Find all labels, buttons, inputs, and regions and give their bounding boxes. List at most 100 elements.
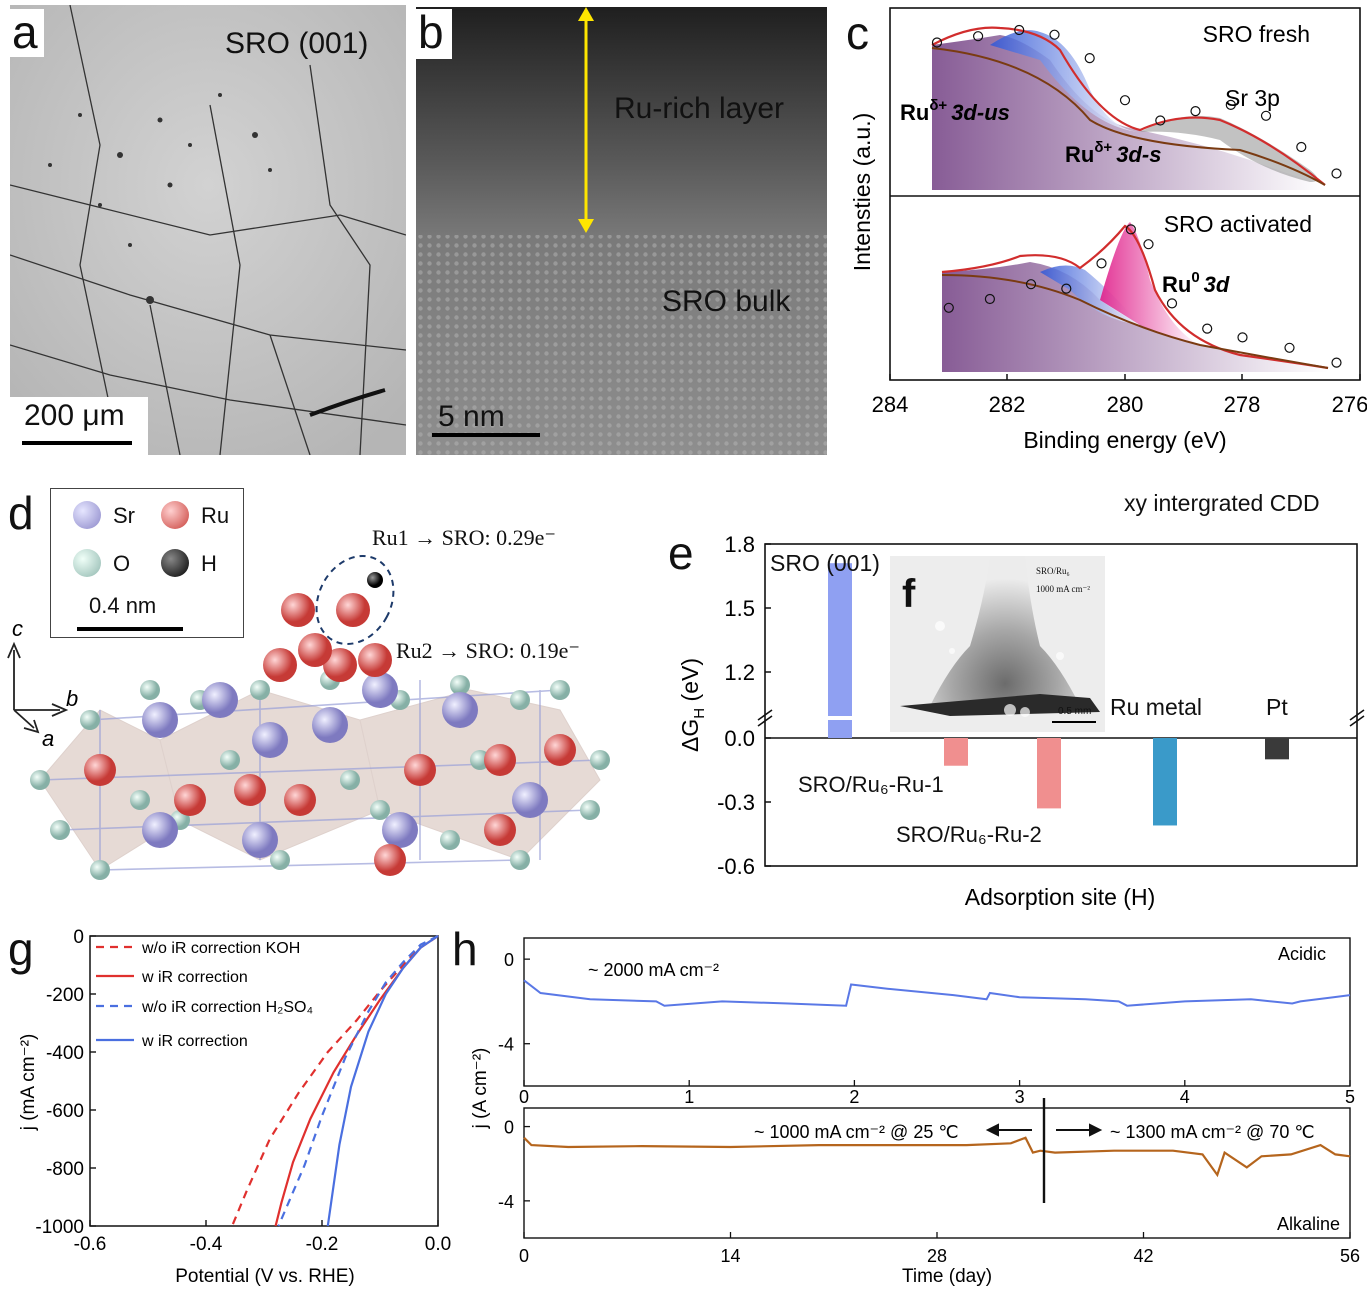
xps-point: [1014, 24, 1025, 36]
xps-point: [1202, 323, 1213, 334]
g-xtick-label: -0.6: [74, 1234, 107, 1255]
g-ytick-label: -800: [46, 1159, 84, 1180]
panel-d-legend-box: Sr Ru O H 0.4 nm: [50, 488, 244, 638]
axis-break-marks: [757, 709, 1365, 727]
panel-c-xtick-0: 284: [872, 392, 909, 417]
panel-c-xtick-2: 280: [1107, 392, 1144, 417]
atom-ru: [484, 744, 516, 776]
xps-point: [1190, 105, 1201, 117]
e-ytick-label: 1.5: [724, 596, 755, 621]
xps-point: [1084, 52, 1095, 64]
bubble-photo: [890, 556, 1105, 732]
atom-ru: [281, 593, 315, 627]
atom-sr: [442, 692, 478, 728]
xps-point: [1225, 99, 1236, 111]
panel-e-yticks: 1.8 1.5 1.2 0.0 -0.3 -0.6: [717, 532, 771, 879]
g-xtick-label: -0.4: [190, 1234, 223, 1255]
axis-b-label: b: [66, 686, 78, 711]
atom-o: [550, 680, 570, 700]
panel-d-letter: d: [8, 487, 34, 539]
xps-point: [1296, 141, 1307, 153]
h-top-xtick-label: 3: [1015, 1087, 1025, 1107]
atom-ru: [323, 648, 357, 682]
xps-point: [1143, 239, 1154, 250]
panel-f-letter: f: [902, 572, 916, 616]
panel-c-xlabel: Binding energy (eV): [1023, 427, 1226, 453]
atom-o: [30, 770, 50, 790]
panel-f-caption-1: SRO/Ru₆: [1036, 566, 1070, 576]
h-top-xtick-label: 1: [684, 1087, 694, 1107]
atom-o: [220, 750, 240, 770]
label-ru2: SRO/Ru₆-Ru-2: [896, 822, 1042, 847]
e-bar: [828, 563, 852, 738]
atom-o: [440, 830, 460, 850]
panel-g-lines: [231, 935, 439, 1227]
atom-sr: [362, 672, 398, 708]
panel-h-top-frame: [523, 937, 1351, 1087]
label-sro001: SRO (001): [770, 550, 880, 576]
panel-a-scalebar-box: 200 μm: [10, 397, 148, 455]
g-legend-label: w iR correction: [141, 969, 248, 986]
xps-point: [1260, 110, 1272, 121]
panel-c-ru0-label: Ru0 3d: [1162, 269, 1230, 297]
panel-g-frame: [89, 935, 439, 1227]
panel-h-acidic: Acidic: [1278, 944, 1326, 964]
xps-point: [1061, 283, 1072, 294]
xps-point: [1096, 258, 1107, 269]
e-ytick-label: 1.2: [724, 660, 755, 685]
xps-activated-fills: [941, 222, 1329, 372]
xps-point: [1237, 332, 1248, 343]
panel-g-letter: g: [8, 923, 34, 975]
micrograph-b: [416, 7, 827, 455]
panel-b-letter: b: [416, 9, 452, 59]
xps-point: [973, 31, 984, 42]
panel-e-bars: [826, 563, 1289, 826]
g-ytick-label: -600: [46, 1101, 84, 1122]
g-xtick-label: 0.0: [425, 1234, 451, 1255]
atom-o: [50, 820, 70, 840]
panel-e-header: xy intergrated CDD: [1124, 490, 1320, 516]
panel-g-chart: -0.6 -0.4 -0.2 0.0 0 -200 -400 -600 -800 -1000 w/…: [18, 927, 451, 1287]
atom-o: [140, 680, 160, 700]
panel-f-scalebar-label: 0.5 mm: [1058, 706, 1092, 717]
h-bottom-xtick-label: 56: [1340, 1246, 1360, 1266]
e-ytick-label: 0.0: [724, 726, 755, 751]
atom-ru: [284, 784, 316, 816]
atom-o: [80, 710, 100, 730]
g-ytick-label: 0: [73, 927, 84, 948]
panel-h-lines: [523, 979, 1351, 1178]
panel-h-ticks: 0 1 2 3 4 5 0 14 28 42 56 0 -4 0 -4: [498, 950, 1360, 1266]
xps-point: [1166, 298, 1178, 309]
panel-d-scalebar: [77, 627, 183, 631]
panel-g-legend: w/o iR correction KOH w iR correction w/o …: [96, 940, 313, 1050]
crystal-structure: c b a: [7, 555, 610, 880]
panel-h-letter: h: [452, 923, 478, 975]
panel-c-xtick-1: 282: [989, 392, 1026, 417]
atom-ru: [358, 643, 392, 677]
atom-o: [370, 800, 390, 820]
micrograph-a: [10, 5, 406, 455]
g-ytick-label: -1000: [35, 1217, 84, 1238]
ru-cluster-highlight: [315, 555, 395, 645]
axis-a-label: a: [42, 726, 54, 751]
atom-h: [367, 572, 383, 588]
xps-point: [1119, 95, 1131, 106]
panel-a-scalebar: [22, 441, 132, 445]
panel-e-letter: e: [668, 527, 694, 579]
xps-point: [1025, 279, 1037, 290]
h-bottom-ytick-label: 0: [504, 1118, 514, 1138]
xps-point: [984, 293, 995, 305]
panel-f-caption-2: 1000 mA cm⁻²: [1036, 584, 1090, 594]
atom-sr: [142, 702, 178, 738]
g-series-line: [326, 935, 439, 1227]
panel-a-scalebar-label: 200 μm: [24, 399, 125, 432]
g-ytick-label: -400: [46, 1043, 84, 1064]
g-series-line: [274, 935, 439, 1227]
h-bottom-xtick-label: 14: [720, 1246, 740, 1266]
xps-point: [1331, 357, 1342, 368]
h-alkaline-line: [523, 1136, 1351, 1178]
panel-e-frame: [764, 543, 1358, 867]
panel-c-ru-us-label: Ruδ+ 3d-us: [900, 97, 1010, 125]
g-ytick-label: -200: [46, 985, 84, 1006]
atom-sr: [142, 812, 178, 848]
